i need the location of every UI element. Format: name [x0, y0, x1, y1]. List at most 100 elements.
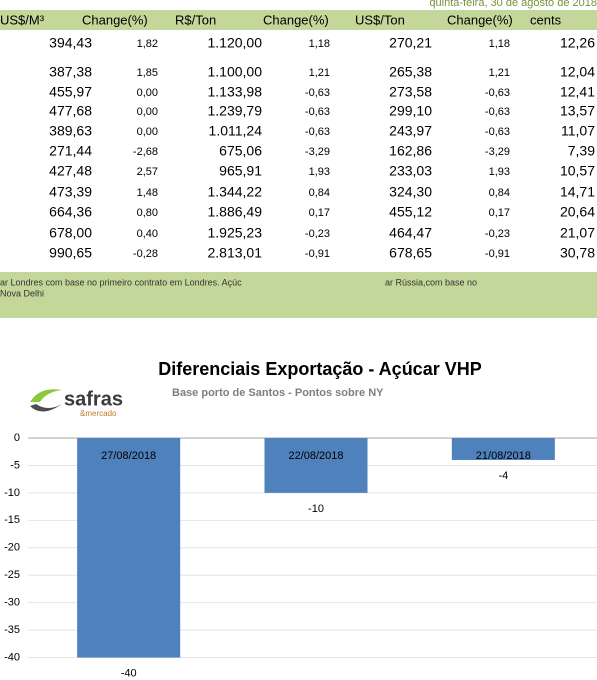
table-cell: 1,21	[309, 67, 330, 79]
y-tick-label: 0	[14, 432, 20, 444]
table-cell: 11,07	[561, 123, 595, 139]
table-cell: 20,64	[560, 204, 595, 220]
table-cell: -0,63	[485, 126, 510, 138]
note: Nova Delhi	[0, 288, 44, 298]
table-cell: 1,82	[137, 38, 158, 50]
y-tick-label: -20	[4, 542, 20, 554]
table-cell: 0,80	[137, 207, 158, 219]
header-band	[0, 10, 597, 30]
table-cell: 1.133,98	[208, 84, 263, 100]
chart-title: Diferenciais Exportação - Açúcar VHP	[158, 359, 481, 379]
table-cell: 1,18	[489, 38, 510, 50]
table-cell: 1.925,23	[208, 225, 263, 241]
table-cell: 455,97	[49, 84, 92, 100]
table-cell: 1,85	[137, 67, 158, 79]
table-cell: 1,93	[309, 166, 330, 178]
column-header: cents	[530, 12, 562, 27]
table-cell: 464,47	[389, 225, 432, 241]
chart-subtitle: Base porto de Santos - Pontos sobre NY	[172, 387, 384, 399]
table-cell: 7,39	[568, 143, 595, 159]
table-cell: -3,29	[305, 146, 330, 158]
table-cell: -0,63	[305, 126, 330, 138]
y-tick-label: -15	[4, 514, 20, 526]
table-cell: -0,91	[305, 248, 330, 260]
table-cell: 1,93	[489, 166, 510, 178]
bar	[77, 438, 181, 658]
table-cell: 427,48	[49, 163, 92, 179]
table-cell: 273,58	[389, 84, 432, 100]
bar	[451, 438, 555, 460]
table-cell: -0,63	[485, 106, 510, 118]
table-cell: 473,39	[49, 184, 92, 200]
value-label: -10	[308, 503, 324, 515]
logo-swoosh	[30, 389, 62, 402]
table-cell: -0,63	[305, 106, 330, 118]
table-cell: 1,21	[489, 67, 510, 79]
column-header: US$/M³	[0, 12, 45, 27]
table-cell: -0,63	[305, 87, 330, 99]
table-cell: 0,17	[309, 207, 330, 219]
table-cell: 0,84	[489, 187, 510, 199]
date: quinta-feira, 30 de agosto de 2018	[429, 0, 597, 9]
table-cell: -2,68	[133, 146, 158, 158]
table-cell: 30,78	[560, 245, 595, 261]
table-cell: 387,38	[49, 64, 92, 80]
table-cell: 14,71	[560, 184, 595, 200]
bar	[264, 438, 368, 493]
category-label: 22/08/2018	[288, 450, 343, 462]
table-cell: 1.011,24	[209, 123, 263, 139]
table-cell: 1.239,79	[208, 103, 263, 119]
note: ar Londres com base no primeiro contrato…	[0, 277, 242, 287]
table-cell: 2,57	[137, 166, 158, 178]
logo-tagline: &mercado	[80, 409, 117, 418]
y-tick-label: -25	[4, 569, 20, 581]
column-header: R$/Ton	[175, 12, 216, 27]
table-cell: 0,40	[137, 228, 158, 240]
table-cell: 1.120,00	[208, 35, 263, 51]
table-cell: 12,41	[560, 84, 595, 100]
table-cell: 2.813,01	[208, 245, 263, 261]
table-cell: 990,65	[49, 245, 92, 261]
table-cell: 0,17	[489, 207, 510, 219]
column-header: US$/Ton	[355, 12, 405, 27]
table-cell: 1.100,00	[208, 64, 263, 80]
table-cell: 389,63	[49, 123, 92, 139]
table-cell: 271,44	[49, 143, 92, 159]
table-cell: -0,23	[305, 228, 330, 240]
table-cell: -0,23	[485, 228, 510, 240]
table-cell: 21,07	[560, 225, 595, 241]
table-cell: 664,36	[49, 204, 92, 220]
logo-name: safras	[64, 388, 123, 410]
table-cell: 678,00	[49, 225, 92, 241]
table-cell: 12,04	[560, 64, 595, 80]
table-cell: 265,38	[389, 64, 432, 80]
logo-swoosh	[30, 404, 62, 412]
table-cell: 678,65	[389, 245, 432, 261]
table-cell: 0,00	[137, 126, 158, 138]
table-cell: -0,91	[485, 248, 510, 260]
table-cell: 1,18	[309, 38, 330, 50]
column-header: Change(%)	[447, 12, 513, 27]
column-header: Change(%)	[82, 12, 148, 27]
y-tick-label: -30	[4, 597, 20, 609]
table-cell: 0,00	[137, 87, 158, 99]
table-cell: -3,29	[485, 146, 510, 158]
column-header: Change(%)	[263, 12, 329, 27]
table-cell: -0,63	[485, 87, 510, 99]
table-cell: 243,97	[389, 123, 432, 139]
notes-band	[0, 272, 597, 318]
table-cell: 455,12	[389, 204, 432, 220]
category-label: 21/08/2018	[476, 450, 531, 462]
table-cell: 324,30	[389, 184, 432, 200]
table-cell: 477,68	[49, 103, 92, 119]
table-cell: 12,26	[560, 35, 595, 51]
y-tick-label: -40	[4, 651, 20, 663]
y-tick-label: -5	[10, 459, 20, 471]
table-cell: 0,84	[309, 187, 330, 199]
table-cell: 162,86	[389, 143, 432, 159]
table-cell: 1,48	[137, 187, 158, 199]
table-cell: -0,28	[133, 248, 158, 260]
table-cell: 233,03	[389, 163, 432, 179]
note: ar Rússia,com base no	[385, 277, 477, 287]
